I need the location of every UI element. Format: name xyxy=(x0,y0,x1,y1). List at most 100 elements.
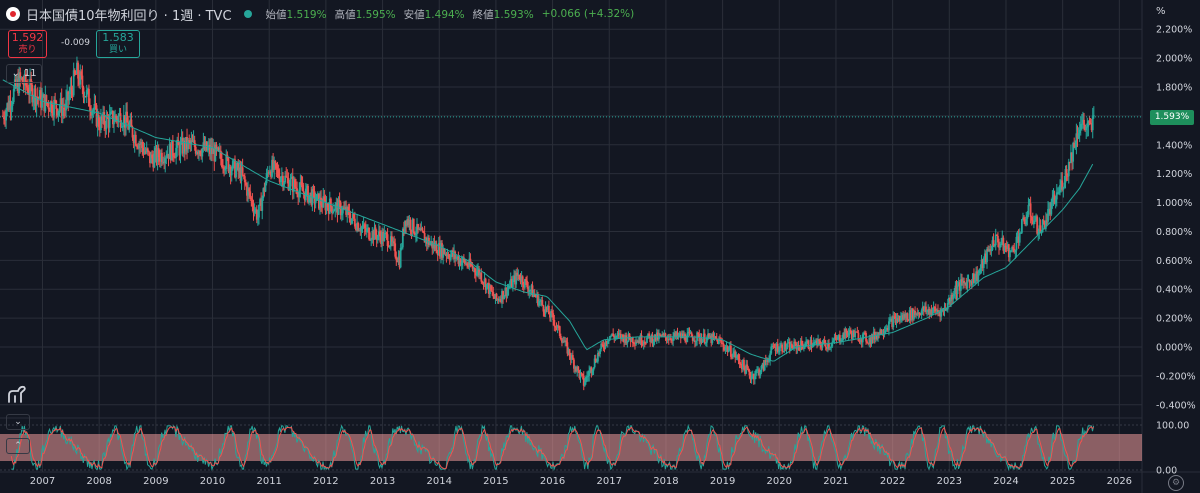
candle-body xyxy=(890,318,893,320)
candle-body xyxy=(94,104,97,106)
candle-body xyxy=(47,103,50,110)
candle-body xyxy=(1024,221,1027,225)
candle-body xyxy=(164,157,167,164)
candle-body xyxy=(217,147,220,151)
candle-body xyxy=(1014,250,1017,253)
candle-body xyxy=(1072,142,1075,162)
candle-body xyxy=(689,332,692,334)
candle-body xyxy=(285,175,288,177)
candle-body xyxy=(830,346,833,348)
candle-body xyxy=(71,89,74,96)
candle-body xyxy=(1047,208,1049,222)
candle-body xyxy=(200,154,203,157)
candle-body xyxy=(1071,152,1073,162)
candle-body xyxy=(213,148,216,162)
candle-body xyxy=(238,167,241,172)
x-tick-label: 2011 xyxy=(256,476,281,487)
candle-body xyxy=(1054,199,1057,204)
candle-body xyxy=(135,145,138,147)
candle-body xyxy=(643,341,646,343)
candle-body xyxy=(583,382,586,386)
candle-body xyxy=(709,335,712,339)
candle-body xyxy=(567,349,570,354)
candle-body xyxy=(986,248,988,263)
candle-body xyxy=(966,280,969,289)
candle-body xyxy=(1048,208,1051,210)
candle-body xyxy=(522,284,525,288)
candle-body xyxy=(452,250,454,257)
symbol-title[interactable]: 日本国債10年物利回り · 1週 · TVC xyxy=(26,8,232,24)
candle-body xyxy=(970,281,973,285)
candle-body xyxy=(3,116,5,120)
candle-body xyxy=(744,366,746,374)
pane-collapse-button[interactable]: ⌄ xyxy=(6,414,30,430)
candle-body xyxy=(370,239,373,241)
candle-body xyxy=(871,335,874,340)
candle-body xyxy=(131,126,134,138)
candle-body xyxy=(912,308,914,320)
candle-body xyxy=(696,332,699,341)
candle-body xyxy=(797,344,800,347)
candle-body xyxy=(481,281,484,283)
candle-body xyxy=(102,112,105,121)
candle-body xyxy=(189,140,192,144)
indicators-toggle-button[interactable]: ⌄ 11 xyxy=(6,64,42,83)
candle-body xyxy=(67,91,70,101)
candle-body xyxy=(753,375,756,380)
candle-body xyxy=(617,333,620,335)
candle-body xyxy=(237,162,240,172)
candle-body xyxy=(256,217,259,220)
candle-body xyxy=(915,313,918,315)
settings-icon[interactable]: ⚙ xyxy=(1168,475,1184,491)
candle-body xyxy=(1061,180,1064,190)
candle-body xyxy=(656,332,659,340)
candle-body xyxy=(92,110,95,112)
candle-body xyxy=(358,230,361,232)
candle-body xyxy=(836,336,839,340)
candle-body xyxy=(594,358,597,362)
candle-body xyxy=(409,220,412,230)
candle-body xyxy=(629,339,632,342)
candle-body xyxy=(537,293,539,306)
candle-body xyxy=(349,218,352,224)
candle-body xyxy=(846,332,849,336)
candle-body xyxy=(1009,251,1011,258)
candle-body xyxy=(243,176,246,183)
candle-body xyxy=(884,330,887,332)
candle-body xyxy=(975,271,978,280)
candle-body xyxy=(828,343,830,348)
candle-body xyxy=(820,345,823,348)
candle-body xyxy=(290,176,293,179)
candle-body xyxy=(889,319,891,322)
sell-button[interactable]: 1.592 売り xyxy=(8,30,47,58)
candle-body xyxy=(299,182,302,190)
candle-body xyxy=(468,258,471,267)
candle-body xyxy=(957,282,960,286)
candle-body xyxy=(86,88,89,90)
candle-body xyxy=(353,218,356,227)
buy-button[interactable]: 1.583 買い xyxy=(96,30,140,58)
candle-body xyxy=(804,346,806,348)
candle-body xyxy=(582,375,585,386)
candle-body xyxy=(764,360,767,363)
pane-menu-button[interactable]: ⌃ xyxy=(6,438,30,454)
candle-body xyxy=(708,333,710,339)
candle-body xyxy=(325,203,328,211)
candle-body xyxy=(78,78,81,85)
candle-body xyxy=(82,87,85,98)
candle-body xyxy=(667,339,670,341)
candle-body xyxy=(729,345,732,357)
candle-body xyxy=(868,337,871,343)
candle-body xyxy=(579,372,582,378)
oscillator-d-line xyxy=(10,426,1094,470)
candle-body xyxy=(769,353,772,361)
candle-body xyxy=(418,228,421,230)
candle-body xyxy=(55,100,58,109)
candle-body xyxy=(154,147,157,154)
candle-body xyxy=(44,95,47,112)
candle-body xyxy=(1028,203,1031,205)
y-tick-label: 0.400% xyxy=(1156,285,1192,296)
candle-body xyxy=(589,367,592,371)
candle-body xyxy=(391,236,393,242)
